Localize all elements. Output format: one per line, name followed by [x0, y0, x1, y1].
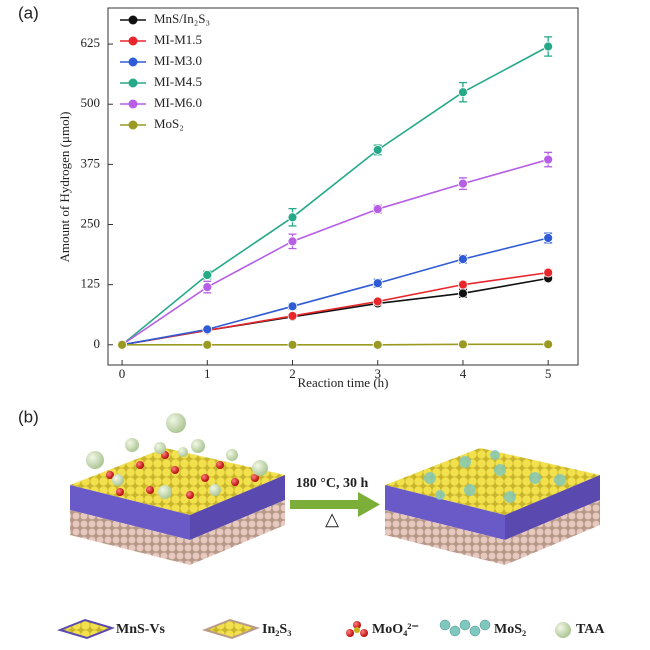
slab-after [385, 448, 600, 565]
marker [372, 145, 383, 155]
legend-label: MnS-Vs [116, 622, 166, 637]
y-tick-label: 250 [81, 215, 101, 230]
marker [458, 288, 468, 299]
x-tick-label: 3 [374, 366, 381, 381]
marker [458, 254, 468, 265]
legend-label: MI-M4.5 [154, 74, 202, 89]
series-line [121, 277, 549, 346]
panel-label: (a) [18, 3, 39, 22]
legend-marker [128, 36, 138, 46]
marker [202, 339, 213, 350]
x-tick-label: 0 [119, 366, 126, 381]
series-line [121, 158, 549, 346]
slab-before [70, 413, 285, 565]
y-tick-label: 500 [81, 95, 101, 110]
legend-marker [128, 15, 138, 25]
legend-marker [128, 120, 138, 130]
series-line [121, 45, 549, 346]
chart: Reaction time (h) Amount of Hydrogen (μm… [57, 7, 579, 390]
series [117, 151, 554, 350]
heat-symbol: △ [325, 509, 339, 529]
y-tick-label: 625 [81, 35, 101, 50]
marker [287, 339, 298, 350]
legend-label: MoS₂ [494, 622, 526, 637]
legend-marker [128, 99, 138, 109]
marker [458, 178, 468, 189]
reaction-arrow [290, 492, 380, 517]
series [117, 267, 554, 350]
legend-label: MI-M1.5 [154, 32, 202, 47]
marker [202, 282, 213, 292]
legend-label: MoO₄²⁻ [372, 622, 419, 637]
legend-label: MnS/In₂S₃ [154, 11, 210, 26]
x-tick-label: 1 [204, 366, 211, 381]
diagram: 180 °C, 30 h △ MnS-Vs In₂S₃ MoO₄²⁻ MoS₂ … [56, 413, 605, 640]
marker [458, 279, 468, 290]
x-tick-label: 4 [460, 366, 467, 381]
y-tick-label: 125 [81, 276, 101, 291]
x-axis-label: Reaction time (h) [298, 375, 389, 390]
legend-label: In₂S₃ [262, 622, 291, 637]
marker [543, 41, 554, 52]
marker [117, 339, 127, 350]
marker [543, 233, 554, 243]
marker [372, 296, 383, 307]
legend-label: TAA [576, 622, 605, 637]
marker [458, 339, 468, 350]
marker [458, 87, 468, 98]
marker [543, 339, 554, 350]
plot-frame [107, 7, 579, 366]
marker [372, 204, 383, 215]
y-axis-label: Amount of Hydrogen (μmol) [57, 111, 72, 262]
marker [287, 311, 298, 321]
marker [543, 267, 554, 278]
series [117, 232, 554, 350]
legend-marker [128, 78, 138, 88]
legend-label: MI-M3.0 [154, 53, 202, 68]
x-tick-label: 2 [289, 366, 296, 381]
legend-marker [128, 57, 138, 67]
y-tick-label: 375 [81, 155, 101, 170]
series-line [121, 237, 549, 346]
series [117, 273, 554, 350]
marker [372, 339, 383, 350]
y-tick-label: 0 [94, 336, 101, 351]
marker [202, 270, 213, 280]
marker [287, 212, 298, 223]
legend-label: MoS₂ [154, 116, 184, 131]
panel-label: (b) [18, 407, 39, 426]
x-tick-label: 5 [545, 366, 552, 381]
marker [202, 324, 213, 335]
marker [287, 236, 298, 247]
series [117, 339, 554, 350]
marker [372, 278, 383, 289]
marker [543, 154, 554, 165]
legend-label: MI-M6.0 [154, 95, 202, 110]
legend-icons [56, 618, 571, 640]
condition-label: 180 °C, 30 h [296, 476, 369, 491]
marker [287, 301, 298, 312]
